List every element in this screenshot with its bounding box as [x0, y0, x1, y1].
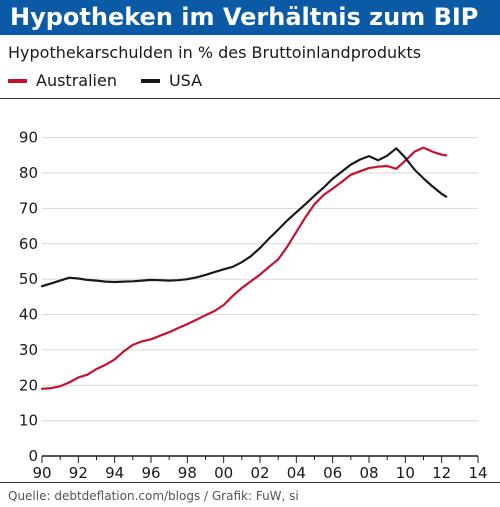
x-tick-label-08: 08 [359, 464, 378, 482]
x-tick-label-06: 06 [323, 464, 342, 482]
y-tick-label-50: 50 [19, 270, 38, 288]
legend-label-australien: Australien [36, 71, 117, 90]
chart-legend: Australien USA [8, 71, 226, 90]
legend-label-usa: USA [168, 71, 203, 90]
y-tick-label-10: 10 [19, 412, 38, 430]
legend-item-australien: Australien [8, 71, 117, 90]
y-tick-label-40: 40 [19, 306, 38, 324]
x-tick-label-00: 00 [214, 464, 233, 482]
x-tick-label-94: 94 [105, 464, 124, 482]
x-tick-label-96: 96 [141, 464, 160, 482]
y-tick-label-70: 70 [19, 199, 38, 217]
x-tick-label-12: 12 [432, 464, 451, 482]
x-tick-label-90: 90 [32, 464, 51, 482]
y-tick-label-60: 60 [19, 235, 38, 253]
chart-subtitle: Hypothekarschulden in % des Bruttoinland… [8, 43, 422, 62]
x-tick-label-98: 98 [178, 464, 197, 482]
legend-item-usa: USA [140, 71, 203, 90]
x-tick-label-10: 10 [396, 464, 415, 482]
x-tick-label-04: 04 [287, 464, 306, 482]
legend-swatch-australien [8, 78, 27, 83]
y-tick-label-0: 0 [28, 447, 38, 465]
legend-swatch-usa [140, 78, 160, 83]
bottom-divider [0, 482, 500, 483]
source-note: Quelle: debtdeflation.com/blogs / Grafik… [8, 489, 299, 503]
y-tick-label-30: 30 [19, 341, 38, 359]
x-tick-label-02: 02 [250, 464, 269, 482]
x-tick-label-14: 14 [468, 464, 487, 482]
chart-title: Hypotheken im Verhältnis zum BIP [10, 3, 479, 31]
chart-title-bar: Hypotheken im Verhältnis zum BIP [0, 0, 500, 35]
y-tick-label-80: 80 [19, 164, 38, 182]
x-tick-label-92: 92 [69, 464, 88, 482]
y-tick-label-90: 90 [19, 129, 38, 147]
series-line-australien [40, 146, 448, 390]
y-tick-label-20: 20 [19, 376, 38, 394]
top-divider [0, 98, 500, 99]
series-line-usa [40, 147, 448, 288]
